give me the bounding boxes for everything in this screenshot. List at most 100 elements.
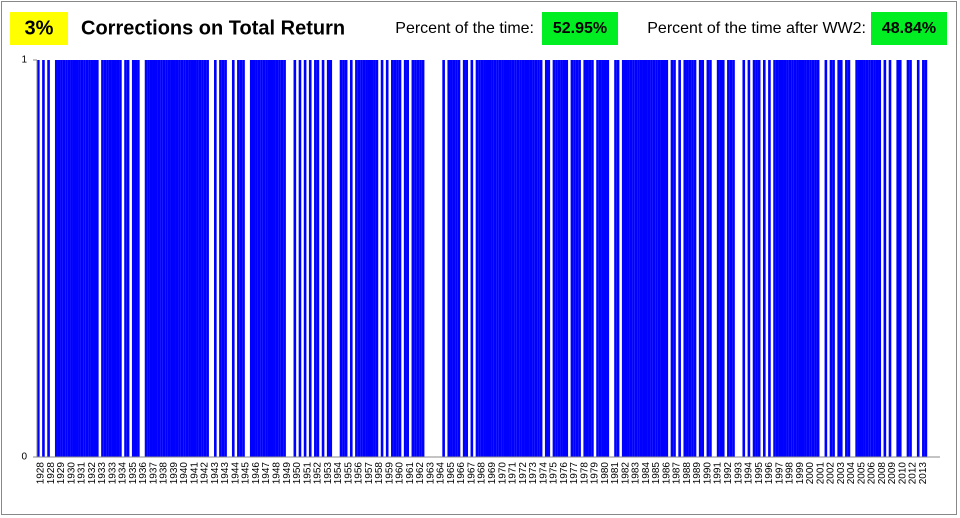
bar — [524, 60, 528, 457]
bar — [47, 60, 50, 457]
bar — [557, 60, 561, 457]
bar — [491, 60, 494, 457]
bar — [275, 60, 279, 457]
bar — [321, 60, 325, 457]
bar — [119, 60, 122, 457]
bar — [262, 60, 266, 457]
x-tick-label: 1989 — [692, 462, 703, 485]
bar — [160, 60, 163, 457]
bar — [147, 60, 150, 457]
x-tick-label: 1962 — [415, 462, 426, 485]
bar — [349, 60, 353, 457]
bar — [391, 60, 394, 457]
bar — [370, 60, 374, 457]
x-tick-label: 1941 — [189, 462, 200, 485]
bar — [414, 60, 417, 457]
x-tick-label: 1978 — [579, 462, 590, 485]
bar — [621, 60, 625, 457]
bar — [683, 60, 687, 457]
bar — [57, 60, 61, 457]
bar — [847, 60, 851, 457]
x-tick-label: 1972 — [518, 462, 529, 485]
bar — [562, 60, 566, 457]
bar — [786, 60, 789, 457]
bar — [855, 60, 858, 457]
bar — [380, 60, 384, 457]
y-tick-label: 1 — [21, 55, 27, 66]
bar — [570, 60, 574, 457]
bar — [465, 60, 469, 457]
x-tick-label: 1988 — [682, 462, 693, 485]
bar — [75, 60, 79, 457]
bar — [242, 60, 245, 457]
bar — [260, 60, 263, 457]
bar — [283, 60, 286, 457]
x-tick-label: 1945 — [241, 462, 252, 485]
bar — [657, 60, 661, 457]
bar — [178, 60, 181, 457]
bar — [883, 60, 887, 457]
bar — [403, 60, 407, 457]
bar — [270, 60, 274, 457]
bar — [501, 60, 504, 457]
x-tick-label: 1993 — [733, 462, 744, 485]
bar — [326, 60, 330, 457]
stat-box — [871, 12, 947, 45]
x-tick-label: 2003 — [836, 462, 847, 485]
bar — [706, 60, 710, 457]
x-tick-label: 1979 — [590, 462, 601, 485]
bar — [457, 60, 461, 457]
bar — [639, 60, 643, 457]
bar — [108, 60, 112, 457]
bar — [411, 60, 415, 457]
bar — [870, 60, 874, 457]
bar — [670, 60, 674, 457]
bar — [637, 60, 640, 457]
x-tick-label: 1975 — [549, 462, 560, 485]
bar — [308, 60, 312, 457]
x-tick-label: 1994 — [744, 462, 755, 485]
bar — [544, 60, 548, 457]
x-tick-label: 1946 — [251, 462, 262, 485]
bar — [124, 60, 127, 457]
x-tick-label: 1983 — [631, 462, 642, 485]
bar — [183, 60, 186, 457]
bar — [673, 60, 676, 457]
bar — [339, 60, 343, 457]
bar — [373, 60, 376, 457]
bar — [90, 60, 94, 457]
stat-value: 52.95% — [553, 20, 607, 37]
x-tick-label: 1933 — [107, 462, 118, 485]
bar — [170, 60, 174, 457]
bar — [303, 60, 307, 457]
bar — [642, 60, 646, 457]
bar — [660, 60, 663, 457]
bar — [273, 60, 276, 457]
bar — [539, 60, 543, 457]
bar — [442, 60, 445, 457]
bar — [688, 60, 692, 457]
x-tick-label: 2001 — [815, 462, 826, 485]
bar — [278, 60, 281, 457]
bar — [219, 60, 222, 457]
bar — [796, 60, 799, 457]
bar — [103, 60, 107, 457]
x-tick-label: 1936 — [138, 462, 149, 485]
bar — [267, 60, 271, 457]
bar — [829, 60, 833, 457]
x-tick-label: 1937 — [148, 462, 159, 485]
bar — [149, 60, 153, 457]
bar — [365, 60, 368, 457]
bar — [709, 60, 712, 457]
bar — [201, 60, 204, 457]
bar — [155, 60, 158, 457]
x-tick-label: 1982 — [620, 462, 631, 485]
bar — [552, 60, 556, 457]
bar — [116, 60, 120, 457]
bar — [655, 60, 658, 457]
bar — [237, 60, 240, 457]
bar — [837, 60, 841, 457]
x-tick-label: 1959 — [384, 462, 395, 485]
chart-title: Corrections on Total Return — [81, 17, 345, 39]
